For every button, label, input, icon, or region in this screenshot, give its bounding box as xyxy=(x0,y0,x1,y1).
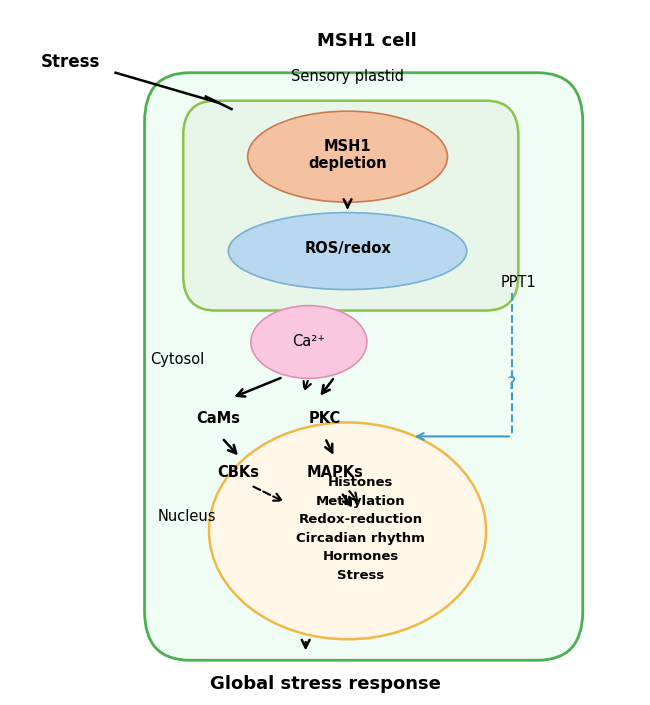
Text: Global stress response: Global stress response xyxy=(209,675,441,693)
Text: PPT1: PPT1 xyxy=(500,275,536,290)
Ellipse shape xyxy=(248,111,447,202)
Ellipse shape xyxy=(251,306,367,379)
Text: Histones
Methylation
Redox-reduction
Circadian rhythm
Hormones
Stress: Histones Methylation Redox-reduction Cir… xyxy=(296,476,425,582)
FancyBboxPatch shape xyxy=(183,101,518,310)
Text: Ca²⁺: Ca²⁺ xyxy=(292,333,326,349)
Text: CaMs: CaMs xyxy=(197,412,240,427)
Ellipse shape xyxy=(228,213,467,290)
Text: MSH1
depletion: MSH1 depletion xyxy=(308,139,387,171)
Text: Sensory plastid: Sensory plastid xyxy=(291,68,404,84)
FancyBboxPatch shape xyxy=(144,73,583,661)
Text: ROS/redox: ROS/redox xyxy=(304,242,391,257)
Text: CBKs: CBKs xyxy=(217,465,259,480)
Text: Nucleus: Nucleus xyxy=(157,510,216,525)
Text: Stress: Stress xyxy=(41,54,100,71)
Text: ?: ? xyxy=(507,375,517,393)
Text: MAPKs: MAPKs xyxy=(306,465,363,480)
Text: Cytosol: Cytosol xyxy=(150,352,204,367)
Text: PKC: PKC xyxy=(309,412,341,427)
Text: MSH1 cell: MSH1 cell xyxy=(317,32,417,50)
Ellipse shape xyxy=(209,422,486,639)
